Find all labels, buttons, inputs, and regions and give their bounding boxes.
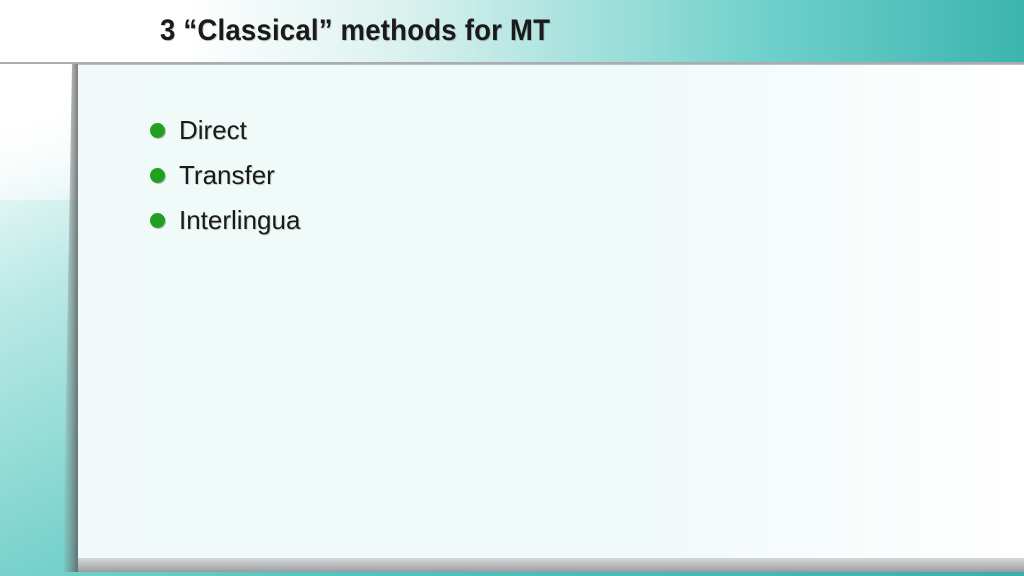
bullet-label: Interlingua: [179, 205, 300, 236]
list-item: Interlingua: [150, 205, 300, 236]
bullet-icon: [150, 168, 165, 183]
list-item: Direct: [150, 115, 300, 146]
bullet-label: Transfer: [179, 160, 275, 191]
slide: 3 “Classical” methods for MT Direct Tran…: [0, 0, 1024, 576]
title-bar: 3 “Classical” methods for MT: [0, 0, 1024, 64]
bullet-list: Direct Transfer Interlingua: [150, 115, 300, 250]
list-item: Transfer: [150, 160, 300, 191]
bullet-icon: [150, 123, 165, 138]
bullet-label: Direct: [179, 115, 247, 146]
slide-title: 3 “Classical” methods for MT: [160, 14, 550, 48]
content-panel: Direct Transfer Interlingua: [78, 64, 1024, 572]
bullet-icon: [150, 213, 165, 228]
